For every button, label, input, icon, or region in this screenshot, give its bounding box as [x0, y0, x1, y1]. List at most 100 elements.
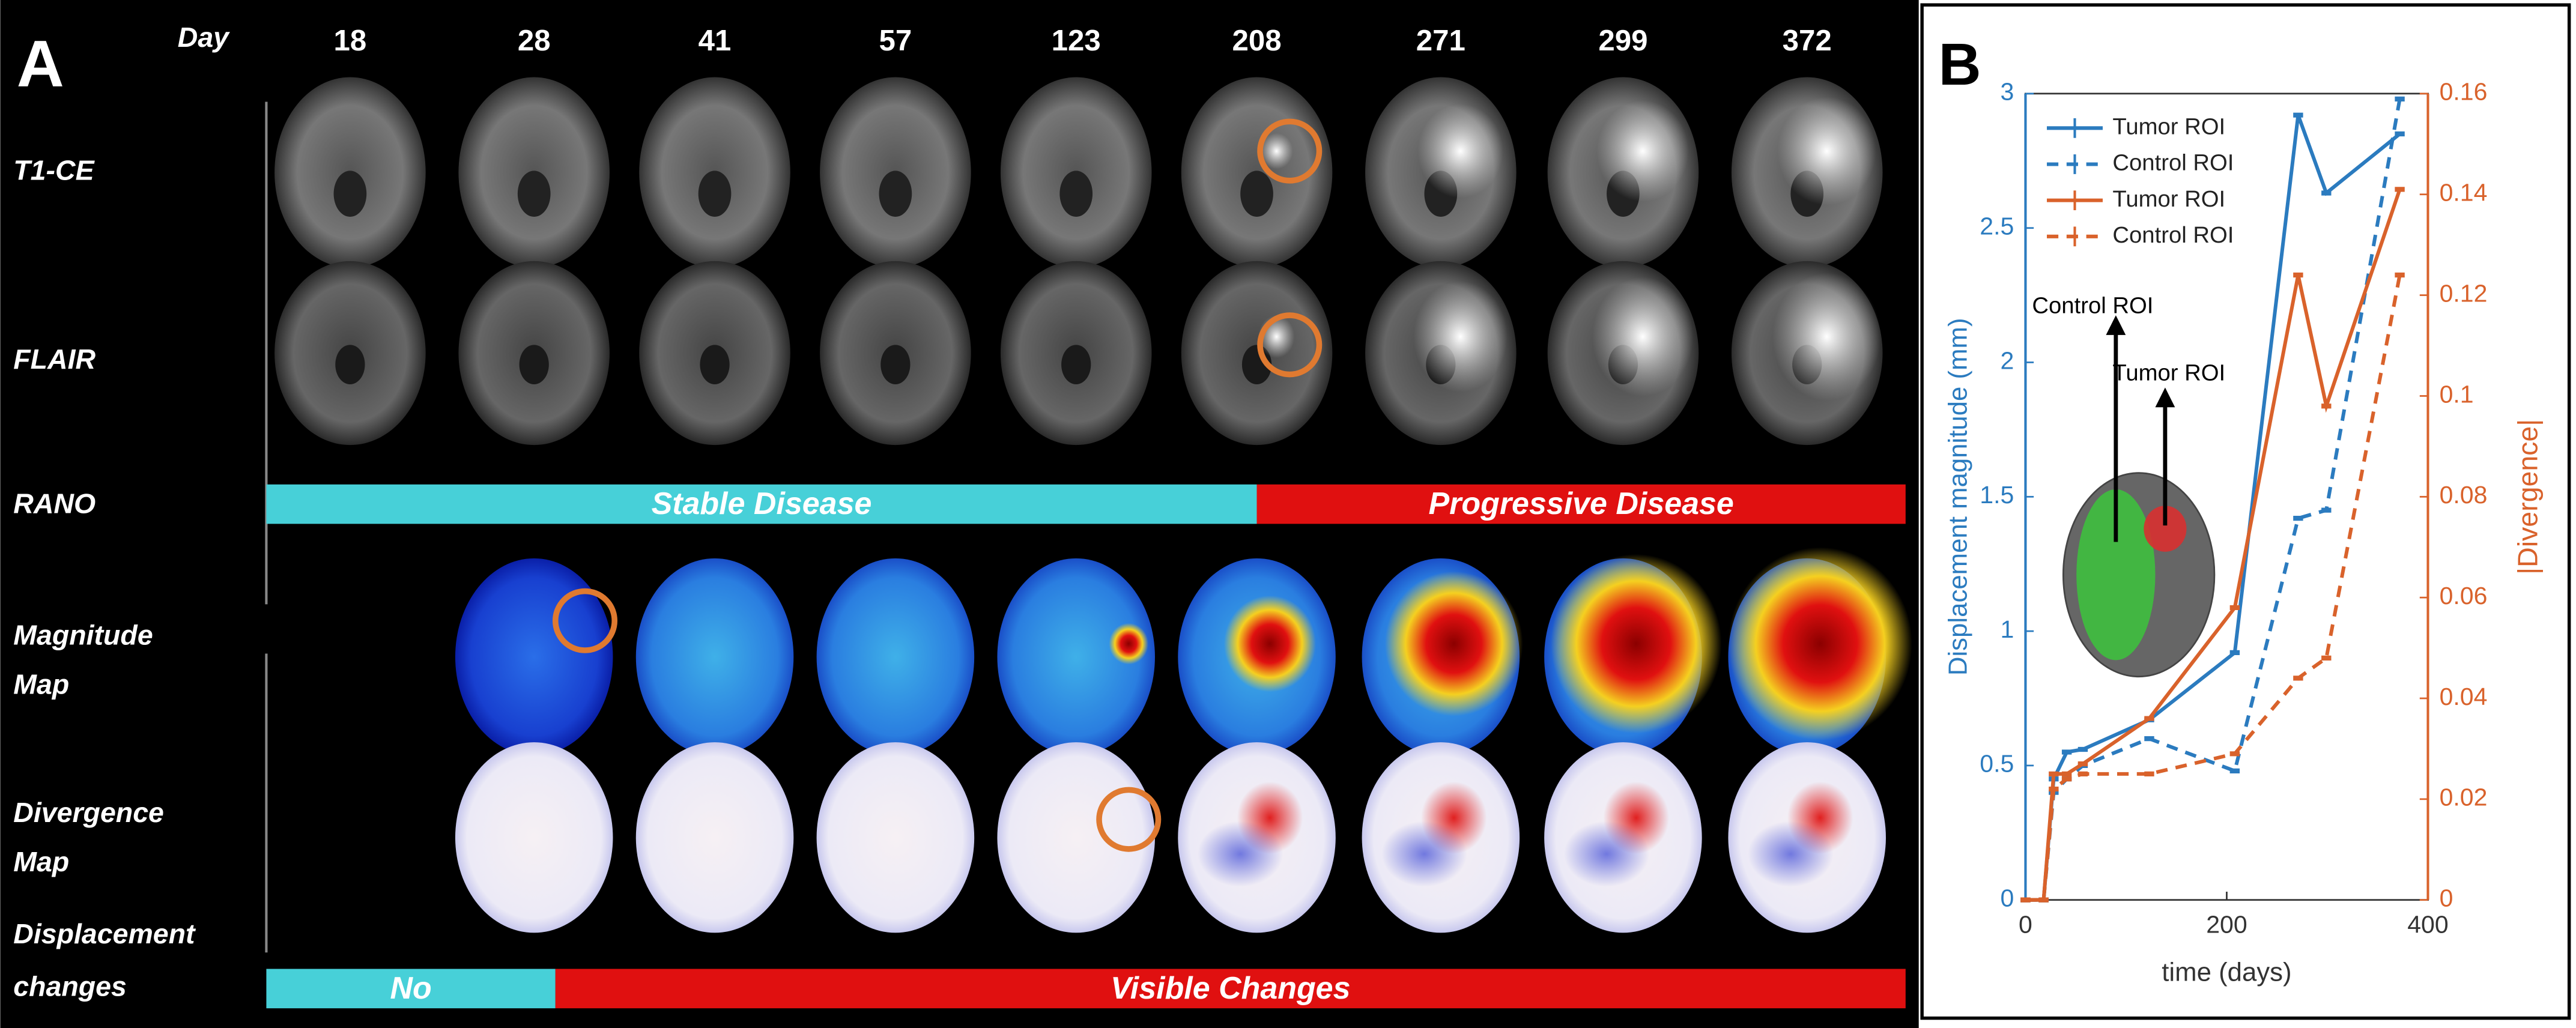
- brain-ventricle: [333, 171, 367, 217]
- lesion: [1413, 281, 1508, 393]
- y2-tick-label: 0.08: [2440, 481, 2488, 509]
- divergence-map: [997, 742, 1155, 933]
- hot-region: [1728, 547, 1912, 740]
- day-label: Day: [178, 22, 230, 53]
- status-bar: [1256, 484, 1906, 524]
- day-number: 271: [1416, 24, 1465, 57]
- day-number: 123: [1052, 24, 1101, 57]
- highlight-circle: [1257, 312, 1323, 378]
- y2-tick-label: 0.06: [2440, 582, 2488, 609]
- y-tick-label: 0: [2000, 884, 2014, 912]
- annotation: Control ROI: [2032, 293, 2153, 319]
- control-roi: [2076, 489, 2156, 661]
- brain-ventricle: [880, 345, 911, 384]
- y2-tick-label: 0.04: [2440, 683, 2488, 710]
- tumor-roi: [2144, 506, 2187, 552]
- div-blue: [1563, 821, 1650, 887]
- brain-ventricle: [700, 345, 730, 384]
- brain-ventricle: [698, 171, 732, 217]
- status-text: No: [390, 971, 431, 1006]
- y2-tick-label: 0.14: [2440, 179, 2488, 207]
- lesion: [1260, 133, 1293, 169]
- x-axis-title: time (days): [2162, 957, 2291, 987]
- row-label: FLAIR: [13, 343, 95, 375]
- hot-region: [1384, 571, 1523, 716]
- status-text: Progressive Disease: [1429, 486, 1734, 521]
- highlight-circle: [552, 588, 618, 653]
- series-line: [2025, 98, 2402, 902]
- brain-ventricle: [879, 171, 912, 217]
- y2-tick-label: 0.12: [2440, 279, 2488, 307]
- arrow-head: [2155, 387, 2175, 408]
- magnitude-map: [455, 558, 613, 756]
- row-label: Displacement: [13, 918, 196, 949]
- row-label: changes: [13, 971, 127, 1002]
- y-tick-label: 2.5: [1980, 213, 2014, 240]
- y2-tick-label: 0: [2440, 884, 2453, 912]
- brain-ventricle: [335, 345, 365, 384]
- lesion: [1592, 277, 1694, 397]
- row-label: Divergence: [13, 797, 164, 828]
- row-label: Map: [13, 846, 69, 877]
- day-number: 41: [699, 24, 732, 57]
- highlight-circle: [1096, 787, 1162, 852]
- divergence-map: [816, 742, 975, 933]
- annotation: Tumor ROI: [2112, 360, 2225, 386]
- row-label: Magnitude: [13, 619, 153, 650]
- panel-label: A: [17, 28, 64, 101]
- highlight-circle: [1257, 118, 1323, 184]
- row-label: Map: [13, 668, 69, 700]
- legend-label: Control ROI: [2112, 222, 2234, 248]
- brain-ventricle: [1240, 171, 1273, 217]
- legend-label: Tumor ROI: [2112, 186, 2225, 212]
- status-text: Visible Changes: [1111, 971, 1350, 1006]
- magnitude-map: [635, 558, 794, 756]
- day-number: 208: [1232, 24, 1281, 57]
- lesion: [1772, 272, 1881, 401]
- hot-region: [1223, 595, 1316, 692]
- div-blue: [1381, 821, 1467, 887]
- day-number: 299: [1598, 24, 1647, 57]
- lesion: [1777, 97, 1876, 205]
- day-number: 57: [879, 24, 912, 57]
- status-bar: [555, 969, 1906, 1009]
- panel-label: B: [1938, 31, 1981, 97]
- y2-tick-label: 0.1: [2440, 380, 2474, 408]
- y-tick-label: 1.5: [1980, 481, 2014, 509]
- x-tick-label: 400: [2407, 910, 2448, 938]
- status-bar: [266, 969, 556, 1009]
- y-tick-label: 3: [2000, 78, 2014, 106]
- y-axis-title: Displacement magnitude (mm): [1944, 318, 1973, 676]
- y-tick-label: 0.5: [1980, 750, 2014, 778]
- legend-label: Tumor ROI: [2112, 113, 2225, 139]
- y2-tick-label: 0.02: [2440, 784, 2488, 811]
- hot-region: [1551, 554, 1722, 734]
- brain-ventricle: [519, 345, 549, 384]
- lesion: [1596, 100, 1689, 202]
- arrow-head: [2106, 315, 2126, 335]
- y-tick-label: 1: [2000, 615, 2014, 643]
- day-number: 372: [1783, 24, 1832, 57]
- row-label: T1-CE: [13, 154, 95, 186]
- divergence-map: [635, 742, 794, 933]
- lesion: [1417, 104, 1503, 198]
- magnitude-map: [997, 558, 1155, 756]
- plot-area: [2025, 92, 2429, 901]
- row-label: RANO: [13, 488, 95, 519]
- y-tick-label: 2: [2000, 346, 2014, 374]
- div-blue: [1748, 821, 1834, 887]
- day-number: 18: [334, 24, 367, 57]
- brain-ventricle: [1061, 345, 1091, 384]
- status-text: Stable Disease: [652, 486, 872, 521]
- brain-ventricle: [1059, 171, 1093, 217]
- x-tick-label: 200: [2206, 910, 2247, 938]
- divergence-map: [455, 742, 613, 933]
- hot-region: [1109, 623, 1149, 665]
- legend-label: Control ROI: [2112, 150, 2234, 176]
- div-blue: [1198, 821, 1283, 887]
- status-bar: [266, 484, 1257, 524]
- x-tick-label: 0: [2019, 910, 2032, 938]
- y2-axis-title: |Divergence|: [2512, 419, 2543, 575]
- y2-tick-label: 0.16: [2440, 78, 2488, 106]
